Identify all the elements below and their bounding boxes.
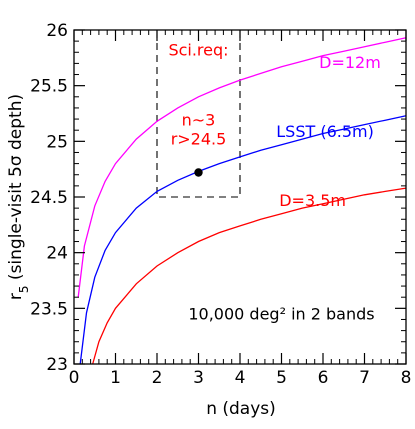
lsst-marker-point — [194, 168, 203, 177]
annotation-4: LSST (6.5m) — [276, 122, 374, 141]
y-axis-label-main: r — [6, 293, 26, 300]
x-axis-label: n (days) — [206, 399, 276, 419]
y-tick-label: 23.5 — [30, 299, 68, 319]
x-tick-label: 6 — [318, 368, 329, 388]
y-tick-label: 26 — [46, 21, 68, 41]
y-axis-label-sub: 5 — [17, 285, 31, 293]
y-tick-label: 23 — [46, 355, 68, 375]
y-tick-label: 25 — [46, 132, 68, 152]
series-line-2 — [92, 187, 407, 365]
y-tick-label: 25.5 — [30, 77, 68, 97]
x-tick-label: 0 — [69, 368, 80, 388]
series-layer — [77, 37, 407, 365]
x-tick-label: 5 — [276, 368, 287, 388]
x-tick-label: 3 — [193, 368, 204, 388]
x-tick-label: 2 — [152, 368, 163, 388]
series-line-0 — [77, 37, 407, 298]
annotation-2: r>24.5 — [171, 130, 227, 149]
x-tick-label: 4 — [235, 368, 246, 388]
y-axis-label-rest: (single-visit 5σ depth) — [6, 94, 26, 286]
annotation-5: D=3.5m — [279, 191, 346, 210]
y-tick-label: 24.5 — [30, 188, 68, 208]
x-tick-label: 7 — [359, 368, 370, 388]
annotation-1: n~3 — [182, 111, 216, 130]
x-tick-label: 1 — [110, 368, 121, 388]
annotation-layer: Sci.req: n~3r>24.5 D=12m LSST (6.5m) D=3.5m 1… — [168, 41, 380, 324]
y-tick-label: 24 — [46, 244, 68, 264]
annotation-6: 10,000 deg² in 2 bands — [188, 304, 374, 323]
annotation-3: D=12m — [319, 53, 381, 72]
y-axis-label: r5 (single-visit 5σ depth) — [6, 94, 31, 300]
x-tick-label: 8 — [401, 368, 412, 388]
series-line-1 — [79, 115, 407, 365]
annotation-0: Sci.req: — [168, 41, 228, 60]
